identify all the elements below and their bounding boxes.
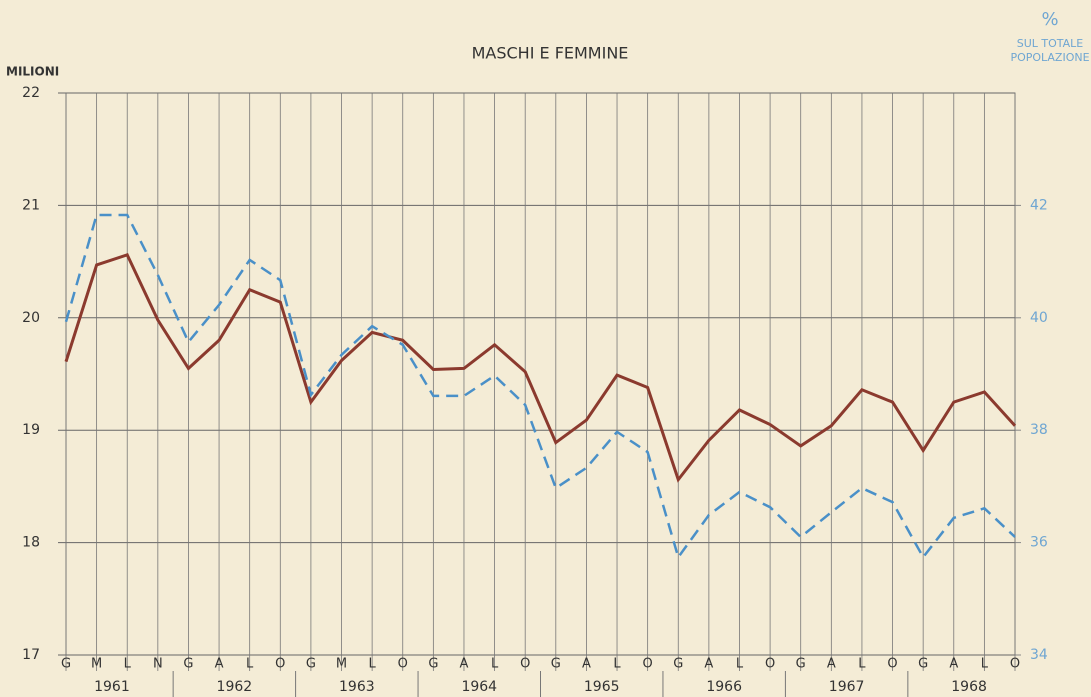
y-tick-label: 21 xyxy=(22,197,40,213)
x-tick-label: A xyxy=(704,657,713,672)
y-axis-label: MILIONI xyxy=(6,65,59,79)
x-tick-label: G xyxy=(306,657,316,672)
x-tick-label: L xyxy=(124,657,132,672)
x-tick-label: L xyxy=(981,657,989,672)
x-tick-label: O xyxy=(398,657,408,672)
y-tick-label: 22 xyxy=(22,85,40,101)
chart-title: MASCHI E FEMMINE xyxy=(472,44,629,63)
x-tick-label: G xyxy=(428,657,438,672)
year-label: 1964 xyxy=(461,679,497,695)
x-tick-label: O xyxy=(643,657,653,672)
y2-tick-label: 42 xyxy=(1030,197,1048,213)
x-tick-label: L xyxy=(613,657,621,672)
line-series xyxy=(64,253,1017,483)
y2-tick-label: 38 xyxy=(1030,422,1048,438)
x-tick-label: O xyxy=(765,657,775,672)
year-label: 1967 xyxy=(829,679,865,695)
y-tick-label: 19 xyxy=(22,422,40,438)
y2-tick-label: 34 xyxy=(1030,647,1048,663)
x-tick-label: L xyxy=(246,657,254,672)
x-tick-label: G xyxy=(796,657,806,672)
x-tick-label: L xyxy=(736,657,744,672)
x-tick-label: G xyxy=(673,657,683,672)
x-tick-label: O xyxy=(1010,657,1020,672)
year-label: 1963 xyxy=(339,679,375,695)
x-tick-label: A xyxy=(215,657,224,672)
x-tick-label: O xyxy=(275,657,285,672)
year-label: 1961 xyxy=(94,679,130,695)
x-tick-label: O xyxy=(520,657,530,672)
x-tick-label: G xyxy=(551,657,561,672)
x-tick-label: G xyxy=(61,657,71,672)
x-tick-label: L xyxy=(491,657,499,672)
x-tick-label: M xyxy=(336,657,347,672)
y2-axis-label: SUL TOTALE xyxy=(1017,37,1084,50)
x-tick-label: G xyxy=(183,657,193,672)
year-label: 1968 xyxy=(951,679,987,695)
x-tick-label: M xyxy=(91,657,102,672)
year-label: 1962 xyxy=(217,679,253,695)
x-tick-label: A xyxy=(460,657,469,672)
y-tick-label: 20 xyxy=(22,310,40,326)
x-tick-label: A xyxy=(582,657,591,672)
year-label: 1965 xyxy=(584,679,620,695)
y2-axis-label: POPOLAZIONE xyxy=(1010,51,1089,64)
line-series xyxy=(64,213,1016,561)
year-label: 1966 xyxy=(706,679,742,695)
y-tick-label: 17 xyxy=(22,647,40,663)
y2-axis-label: % xyxy=(1041,9,1058,30)
x-tick-label: A xyxy=(827,657,836,672)
x-tick-label: O xyxy=(887,657,897,672)
x-tick-label: L xyxy=(858,657,866,672)
x-tick-label: A xyxy=(949,657,958,672)
y-tick-label: 18 xyxy=(22,535,40,551)
x-tick-label: G xyxy=(918,657,928,672)
y2-tick-label: 40 xyxy=(1030,310,1048,326)
x-tick-label: L xyxy=(369,657,377,672)
y2-tick-label: 36 xyxy=(1030,535,1048,551)
x-tick-label: N xyxy=(153,657,163,672)
